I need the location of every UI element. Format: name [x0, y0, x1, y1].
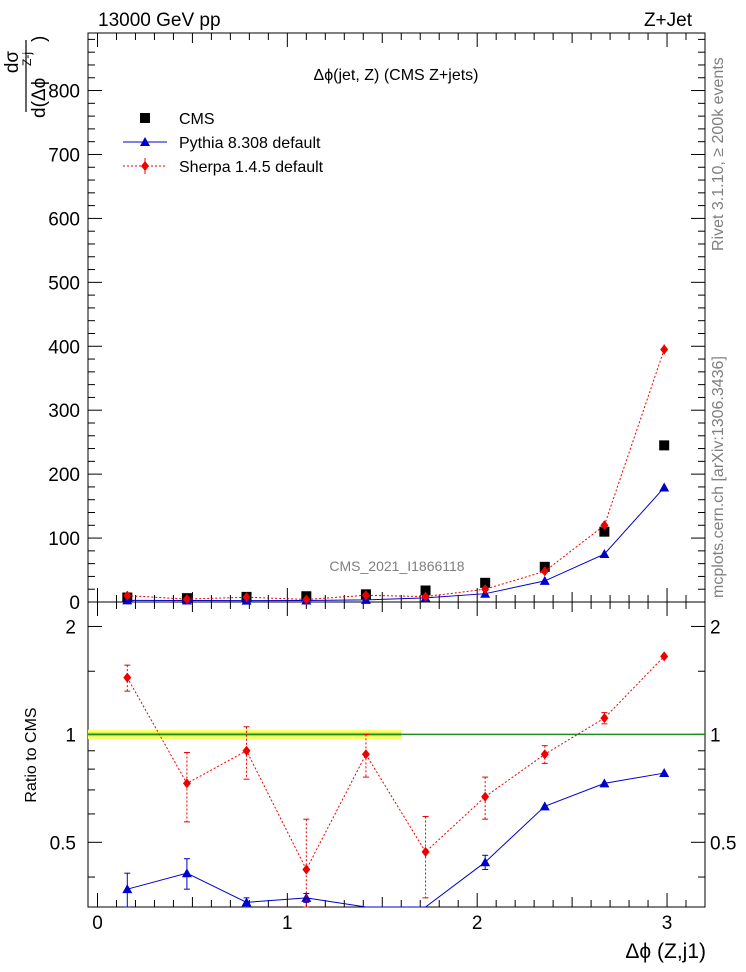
ratio-line-pythia	[127, 772, 665, 908]
header-left: 13000 GeV pp	[98, 10, 221, 31]
main-ytick-label-7: 700	[48, 145, 80, 166]
ratio-point-pythia-6	[480, 857, 491, 867]
main-point-sherpa-1	[182, 594, 191, 605]
main-point-pythia-8	[599, 549, 610, 559]
ratio-point-sherpa-9	[660, 651, 669, 662]
header-right: Z+Jet	[644, 10, 693, 31]
ratio-point-pythia-7	[539, 801, 550, 811]
main-point-sherpa-5	[421, 591, 430, 602]
legend-label-cms: CMS	[179, 111, 215, 128]
main-ytick-label-6: 600	[48, 209, 80, 230]
main-point-sherpa-9	[660, 344, 669, 355]
main-line-pythia	[127, 487, 665, 602]
ratio-point-sherpa-6	[481, 791, 490, 802]
main-line-sherpa	[127, 349, 665, 600]
mcplots-label: mcplots.cern.ch [arXiv:1306.3436]	[710, 356, 727, 598]
ratio-ylabel: Ratio to CMS	[23, 707, 40, 802]
main-point-sherpa-0	[123, 590, 132, 601]
ratio-point-pythia-1	[181, 868, 192, 878]
ratio-xtick-label-2: 2	[472, 913, 483, 934]
main-ytick-label-3: 300	[48, 401, 80, 422]
ylabel-denominator: d(Δϕ	[29, 78, 50, 118]
main-ytick-label-0: 0	[69, 593, 80, 614]
ratio-panel-frame	[87, 601, 706, 908]
ratio-ytick-label-0: 0.5	[50, 833, 76, 854]
ratio-xtick-label-3: 3	[662, 913, 673, 934]
ratio-line-sherpa	[126, 656, 665, 871]
ratio-point-pythia-8	[599, 778, 610, 788]
ratio-xtick-label-0: 0	[92, 913, 103, 934]
main-point-cms-8	[599, 526, 610, 537]
rivet-label: Rivet 3.1.10, ≥ 200k events	[710, 57, 727, 251]
legend-label-sherpa: Sherpa 1.4.5 default	[179, 159, 324, 176]
main-point-sherpa-4	[361, 590, 370, 601]
ylabel-numerator: dσ	[2, 51, 23, 74]
main-ytick-label-8: 800	[48, 82, 80, 103]
ratio-point-sherpa-3	[302, 864, 311, 875]
main-ytick-label-4: 400	[48, 337, 80, 358]
main-ytick-label-5: 500	[48, 273, 80, 294]
ratio-point-pythia-3	[301, 892, 312, 902]
ratio-point-pythia-2	[241, 897, 252, 907]
main-point-sherpa-6	[481, 584, 490, 595]
ratio-point-sherpa-1	[182, 778, 191, 789]
ratio-xtick-label-1: 1	[282, 913, 293, 934]
ratio-point-sherpa-0	[123, 672, 132, 683]
legend-marker-sherpa	[141, 161, 149, 171]
legend-label-pythia: Pythia 8.308 default	[179, 135, 321, 152]
main-point-pythia-7	[539, 575, 550, 585]
ratio-point-sherpa-7	[540, 749, 549, 760]
watermark: CMS_2021_I1866118	[329, 558, 464, 574]
ratio-ytick-label-right-1: 1	[710, 725, 721, 746]
main-ytick-label-1: 100	[48, 529, 80, 550]
main-ytick-label-2: 200	[48, 465, 80, 486]
ratio-point-sherpa-8	[600, 713, 609, 724]
main-point-sherpa-3	[302, 594, 311, 605]
ratio-point-sherpa-5	[421, 846, 430, 857]
ylabel-superscript: Z-j	[20, 52, 34, 66]
legend-marker-pythia	[140, 137, 150, 146]
ratio-ytick-label-right-0: 0.5	[710, 833, 736, 854]
legend-marker-cms	[140, 113, 150, 123]
ratio-point-sherpa-4	[361, 749, 370, 760]
main-point-sherpa-2	[242, 592, 251, 603]
xlabel: Δϕ (Z,j1)	[625, 940, 706, 963]
main-point-pythia-9	[659, 482, 670, 492]
main-point-sherpa-8	[600, 520, 609, 531]
ratio-ytick-label-right-2: 2	[710, 617, 721, 638]
ylabel-close: )	[29, 36, 50, 42]
ratio-point-pythia-9	[659, 768, 670, 778]
main-point-sherpa-7	[540, 566, 549, 577]
main-ylabel: dσ d(Δϕ Z-j )	[2, 36, 50, 118]
main-point-cms-9	[659, 440, 670, 451]
legend: CMS Pythia 8.308 default Sherpa 1.4.5 defa…	[123, 111, 324, 176]
main-point-cms-6	[480, 577, 491, 588]
main-point-cms-5	[420, 585, 431, 596]
ratio-ytick-label-2: 2	[65, 617, 76, 638]
ratio-point-sherpa-2	[242, 745, 251, 756]
main-title: Δϕ(jet, Z) (CMS Z+jets)	[314, 67, 479, 84]
ratio-point-pythia-0	[122, 884, 133, 894]
ratio-ytick-label-1: 1	[65, 725, 76, 746]
